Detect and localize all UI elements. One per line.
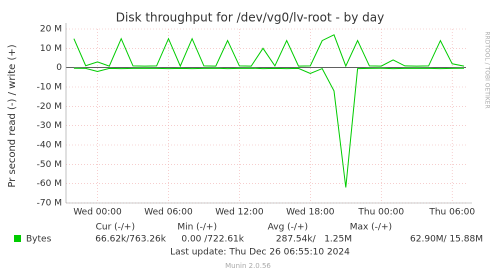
- y-tick-label: 20 M: [40, 25, 62, 35]
- y-tick-label: 10 M: [40, 44, 62, 54]
- y-tick-label: -50 M: [37, 160, 62, 170]
- watermark: RRDTOOL / TOBI OETIKER: [484, 31, 491, 108]
- data-line: [73, 67, 465, 188]
- legend-header: Max (-/+): [350, 223, 392, 233]
- y-axis-label: Pr second read (-) / write (+): [7, 44, 18, 187]
- x-tick-label: Thu 00:00: [357, 208, 404, 218]
- x-tick-label: Wed 00:00: [73, 208, 122, 218]
- last-update: Last update: Thu Dec 26 06:55:10 2024: [170, 248, 350, 258]
- x-tick-label: Wed 18:00: [286, 208, 335, 218]
- y-tick-label: 0: [56, 63, 62, 73]
- footer: Munin 2.0.56: [225, 262, 271, 270]
- y-tick-label: -30 M: [37, 121, 62, 131]
- x-tick-label: Wed 06:00: [144, 208, 193, 218]
- legend-stat: 0.00 /722.61k: [181, 235, 244, 245]
- data-line: [73, 34, 465, 68]
- y-tick-label: -40 M: [37, 141, 62, 151]
- legend-stat: 66.62k/763.26k: [95, 235, 167, 245]
- legend-stat: 62.90M/ 15.88M: [410, 235, 483, 245]
- x-tick-label: Thu 06:00: [428, 208, 475, 218]
- legend-swatch: [14, 235, 21, 242]
- y-tick-label: -60 M: [37, 179, 62, 189]
- y-tick-label: -20 M: [37, 102, 62, 112]
- legend-label: Bytes: [26, 235, 52, 245]
- x-tick-label: Wed 12:00: [215, 208, 264, 218]
- y-tick-label: -10 M: [37, 83, 62, 93]
- legend-stat: 287.54k/ 1.25M: [276, 235, 352, 245]
- y-tick-label: -70 M: [37, 199, 62, 209]
- legend-header: Avg (-/+): [268, 223, 308, 233]
- legend-header: Min (-/+): [177, 223, 217, 233]
- legend-header: Cur (-/+): [96, 223, 135, 233]
- chart-title: Disk throughput for /dev/vg0/lv-root - b…: [116, 11, 384, 25]
